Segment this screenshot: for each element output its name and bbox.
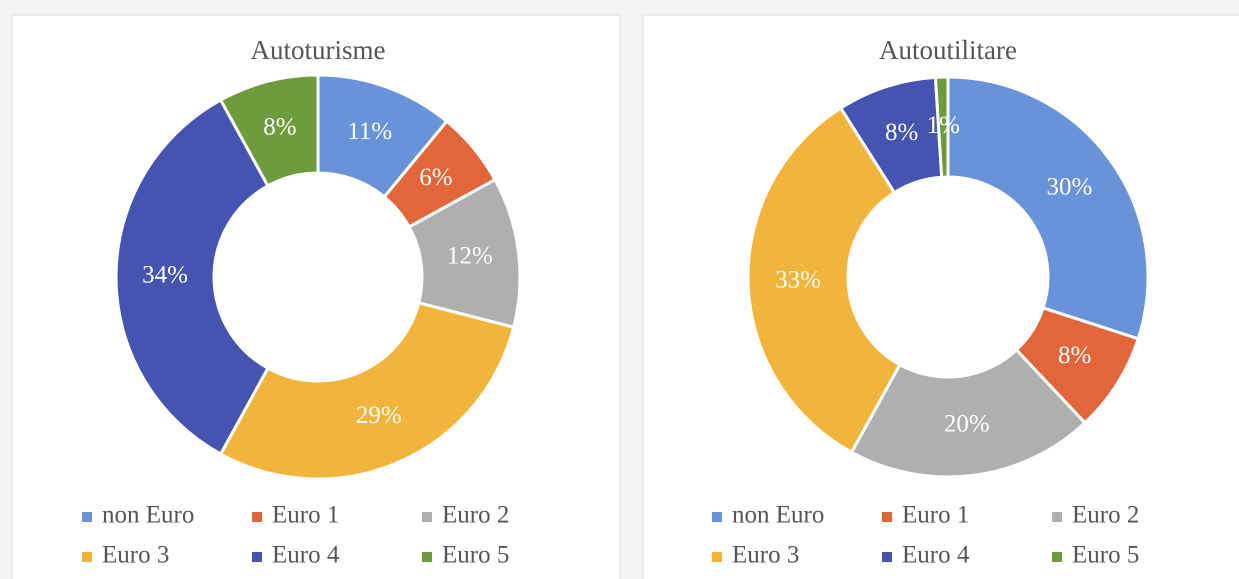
data-label: 33% xyxy=(775,266,821,293)
legend-label: Euro 5 xyxy=(442,542,509,569)
legend-label: non Euro xyxy=(102,502,194,529)
legend-label: Euro 4 xyxy=(902,542,970,569)
legend-label: Euro 3 xyxy=(732,542,799,569)
legend-label: non Euro xyxy=(732,502,824,529)
data-label: 8% xyxy=(263,114,296,141)
slice xyxy=(946,75,1150,341)
legend-label: Euro 2 xyxy=(1072,502,1139,529)
chart-title: Autoutilitare xyxy=(879,35,1017,65)
slice xyxy=(218,73,320,188)
legend-label: Euro 5 xyxy=(1072,542,1139,569)
data-label: 8% xyxy=(885,119,918,146)
legend-swatch xyxy=(422,512,432,522)
data-label: 29% xyxy=(356,402,402,429)
legend-swatch xyxy=(1052,512,1062,522)
legend-swatch xyxy=(882,512,892,522)
slice xyxy=(849,347,1088,479)
data-label: 1% xyxy=(927,112,960,139)
legend-swatch xyxy=(82,512,92,522)
data-label: 11% xyxy=(347,118,392,145)
chart-title: Autoturisme xyxy=(251,35,386,65)
data-label: 8% xyxy=(1058,342,1091,369)
data-label: 12% xyxy=(447,243,493,270)
data-label: 34% xyxy=(142,262,188,289)
data-label: 20% xyxy=(944,411,990,438)
legend-label: Euro 1 xyxy=(272,502,339,529)
data-label: 30% xyxy=(1046,174,1092,201)
legend-label: Euro 2 xyxy=(442,502,509,529)
legend-swatch xyxy=(712,512,722,522)
slice xyxy=(933,75,950,179)
legend-label: Euro 3 xyxy=(102,542,169,569)
legend-swatch xyxy=(422,552,432,562)
legend-swatch xyxy=(882,552,892,562)
slice xyxy=(114,97,270,457)
legend-label: Euro 1 xyxy=(902,502,969,529)
data-label: 6% xyxy=(419,164,452,191)
legend-swatch xyxy=(712,552,722,562)
legend-swatch xyxy=(82,552,92,562)
legend-label: Euro 4 xyxy=(272,542,340,569)
slice xyxy=(746,106,902,455)
legend-swatch xyxy=(252,512,262,522)
legend-swatch xyxy=(252,552,262,562)
slice xyxy=(218,301,516,481)
legend-swatch xyxy=(1052,552,1062,562)
